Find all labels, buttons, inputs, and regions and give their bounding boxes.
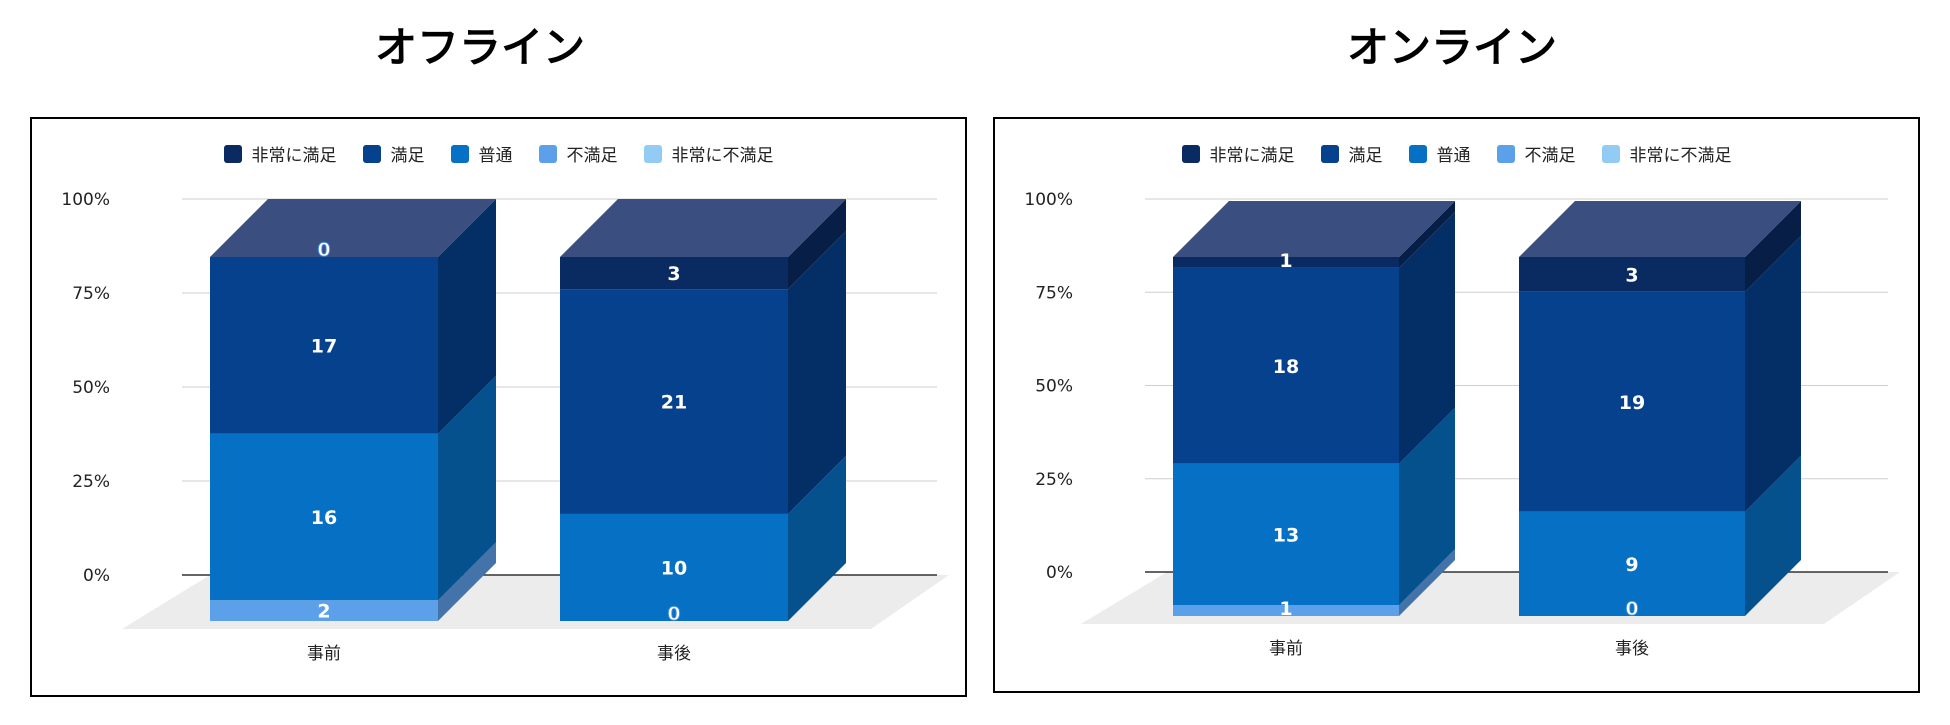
chart-canvas: 100% 75% 50% 25% 0% 2 16 17 0 事前 0 10 21 3 事後 [61, 190, 949, 664]
data-label: 1 [1279, 250, 1292, 272]
legend-item: 不満足 [1496, 141, 1576, 166]
legend-item: 非常に満足 [223, 141, 337, 166]
bar-side [438, 542, 496, 621]
legend-label: 非常に不満足 [671, 146, 774, 166]
legend-label: 非常に満足 [1209, 146, 1295, 166]
bar-top [560, 199, 846, 257]
legend-swatch [1408, 144, 1427, 163]
chart-title-online: オンライン [1346, 23, 1557, 72]
y-tick-label: 25% [72, 472, 110, 492]
data-label: 17 [311, 335, 337, 357]
legend-label: 普通 [1436, 146, 1471, 166]
legend-label: 普通 [478, 146, 513, 166]
bar-side [788, 455, 846, 621]
legend-item: 非常に不満足 [1601, 141, 1732, 166]
legend-swatch [538, 144, 557, 163]
legend-swatch [1181, 144, 1200, 163]
x-category-label: 事前 [307, 644, 341, 664]
bar-side [1399, 549, 1455, 616]
legend-label: 満足 [390, 146, 425, 166]
bar-segment [210, 257, 438, 434]
chart-panel-online: 非常に満足 満足 普通 不満足 非常に不満足 100% 75% 50% 25% 0% 1 13 18 1… [993, 117, 1920, 693]
chart-canvas: 100% 75% 50% 25% 0% 1 13 18 1 事前 0 9 19 3 事後 [1024, 190, 1900, 659]
y-tick-label: 100% [1024, 190, 1073, 210]
legend: 非常に満足 満足 普通 不満足 非常に不満足 [32, 141, 965, 166]
bar-segment [1173, 267, 1399, 464]
data-label: 16 [311, 507, 337, 529]
y-tick-label: 50% [1035, 377, 1073, 397]
bar-top [210, 199, 496, 257]
bar-segment [1173, 257, 1399, 268]
legend-label: 非常に不満足 [1629, 146, 1732, 166]
bar-side [438, 375, 496, 601]
data-label: 0 [1625, 598, 1638, 620]
bar-side [1399, 201, 1455, 268]
bar-side [1745, 455, 1801, 616]
legend-swatch [1496, 144, 1515, 163]
legend-swatch [362, 144, 381, 163]
bar-segment [1519, 291, 1745, 512]
data-label: 1 [1279, 598, 1292, 620]
legend-item: 満足 [1320, 141, 1383, 166]
x-category-label: 事後 [1615, 639, 1649, 659]
legend-swatch [1601, 144, 1620, 163]
data-label: 19 [1619, 392, 1645, 414]
legend-item: 普通 [450, 141, 513, 166]
y-tick-label: 50% [72, 378, 110, 398]
bar-top [1173, 201, 1455, 257]
bar-side [788, 231, 846, 514]
legend-label: 不満足 [1524, 146, 1576, 166]
bar-side [1399, 407, 1455, 606]
legend-swatch [450, 144, 469, 163]
bar-side [1745, 201, 1801, 292]
data-label: 0 [667, 603, 680, 625]
x-category-label: 事後 [657, 644, 691, 664]
bar-segment [1173, 463, 1399, 606]
legend-item: 不満足 [538, 141, 618, 166]
bar-segment [1173, 605, 1399, 616]
chart-title-offline: オフライン [374, 23, 585, 72]
data-label: 13 [1273, 524, 1299, 546]
data-label: 21 [661, 392, 687, 414]
legend-swatch [1320, 144, 1339, 163]
bar-segment [560, 257, 788, 290]
y-tick-label: 0% [1046, 563, 1073, 583]
data-label: 18 [1273, 356, 1299, 378]
data-label: 3 [667, 263, 680, 285]
legend-item: 非常に満足 [1181, 141, 1295, 166]
y-tick-label: 75% [1035, 283, 1073, 303]
data-label: 9 [1625, 554, 1638, 576]
y-tick-label: 100% [61, 190, 110, 210]
bar-segment [210, 433, 438, 601]
bar-segment [1519, 511, 1745, 616]
y-tick-label: 75% [72, 284, 110, 304]
bar-segment [210, 600, 438, 621]
legend-label: 不満足 [566, 146, 618, 166]
legend-swatch [223, 144, 242, 163]
bar-top [1519, 201, 1801, 257]
data-label: 0 [317, 239, 330, 261]
bar-side [438, 199, 496, 434]
legend-label: 非常に満足 [251, 146, 337, 166]
bar-segment [560, 289, 788, 514]
data-label: 3 [1625, 264, 1638, 286]
y-tick-label: 0% [83, 566, 110, 586]
legend-label: 満足 [1348, 146, 1383, 166]
legend-item: 満足 [362, 141, 425, 166]
x-category-label: 事前 [1269, 639, 1303, 659]
bar-side [788, 199, 846, 290]
y-tick-label: 25% [1035, 470, 1073, 490]
legend-swatch [643, 144, 662, 163]
data-label: 10 [661, 557, 687, 579]
legend-item: 普通 [1408, 141, 1471, 166]
legend-item: 非常に不満足 [643, 141, 774, 166]
bar-side [1745, 235, 1801, 512]
bar-segment [560, 513, 788, 621]
data-label: 2 [317, 601, 330, 623]
bar-segment [1519, 257, 1745, 292]
chart-panel-offline: 非常に満足 満足 普通 不満足 非常に不満足 100% 75% 50% 25% 0% 2 16 17 0… [30, 117, 967, 697]
bar-side [1399, 211, 1455, 464]
legend: 非常に満足 満足 普通 不満足 非常に不満足 [995, 141, 1918, 166]
